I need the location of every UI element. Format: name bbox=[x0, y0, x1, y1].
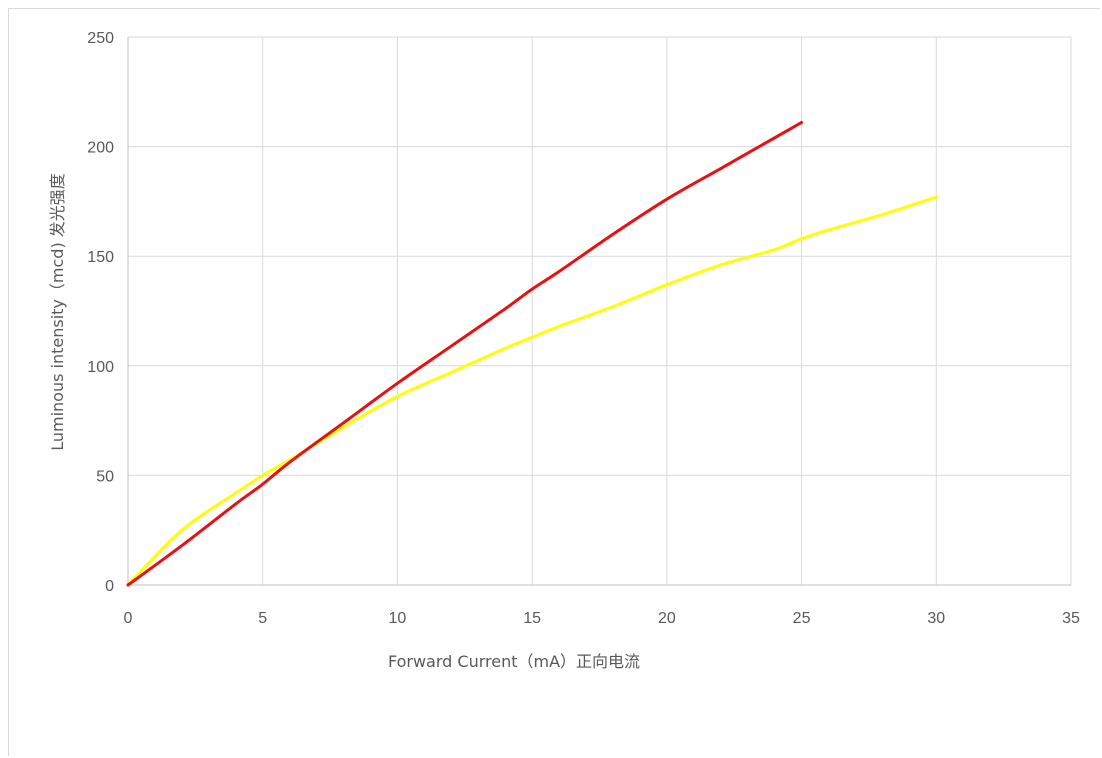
x-tick-label-7: 35 bbox=[1062, 610, 1080, 627]
series-line-1 bbox=[126, 120, 804, 587]
y-tick-label-3: 150 bbox=[87, 249, 114, 266]
y-tick-label-5: 250 bbox=[87, 30, 114, 47]
x-tick-label-5: 25 bbox=[793, 610, 811, 627]
series-lines bbox=[126, 120, 938, 587]
grid-lines bbox=[128, 36, 1072, 585]
chart-frame bbox=[8, 8, 1100, 756]
y-tick-labels: 0 50 100 150 200 250 bbox=[87, 30, 114, 595]
y-tick-label-4: 200 bbox=[87, 140, 114, 157]
x-tick-label-6: 30 bbox=[927, 610, 945, 627]
y-tick-label-1: 50 bbox=[96, 468, 114, 485]
x-tick-label-0: 0 bbox=[124, 610, 133, 627]
y-tick-label-0: 0 bbox=[105, 578, 114, 595]
x-tick-label-4: 20 bbox=[658, 610, 676, 627]
x-tick-label-2: 10 bbox=[389, 610, 407, 627]
x-axis-title: Forward Current（mA）正向电流 bbox=[388, 652, 640, 671]
x-tick-label-3: 15 bbox=[523, 610, 541, 627]
series-line-0 bbox=[126, 195, 938, 587]
y-axis-title: Luminous intensity（mcd) 发光强度 bbox=[48, 173, 67, 451]
x-tick-label-1: 5 bbox=[258, 610, 267, 627]
axes bbox=[127, 37, 1071, 586]
x-tick-labels: 0 5 10 15 20 25 30 35 bbox=[124, 610, 1080, 627]
y-tick-label-2: 100 bbox=[87, 359, 114, 376]
